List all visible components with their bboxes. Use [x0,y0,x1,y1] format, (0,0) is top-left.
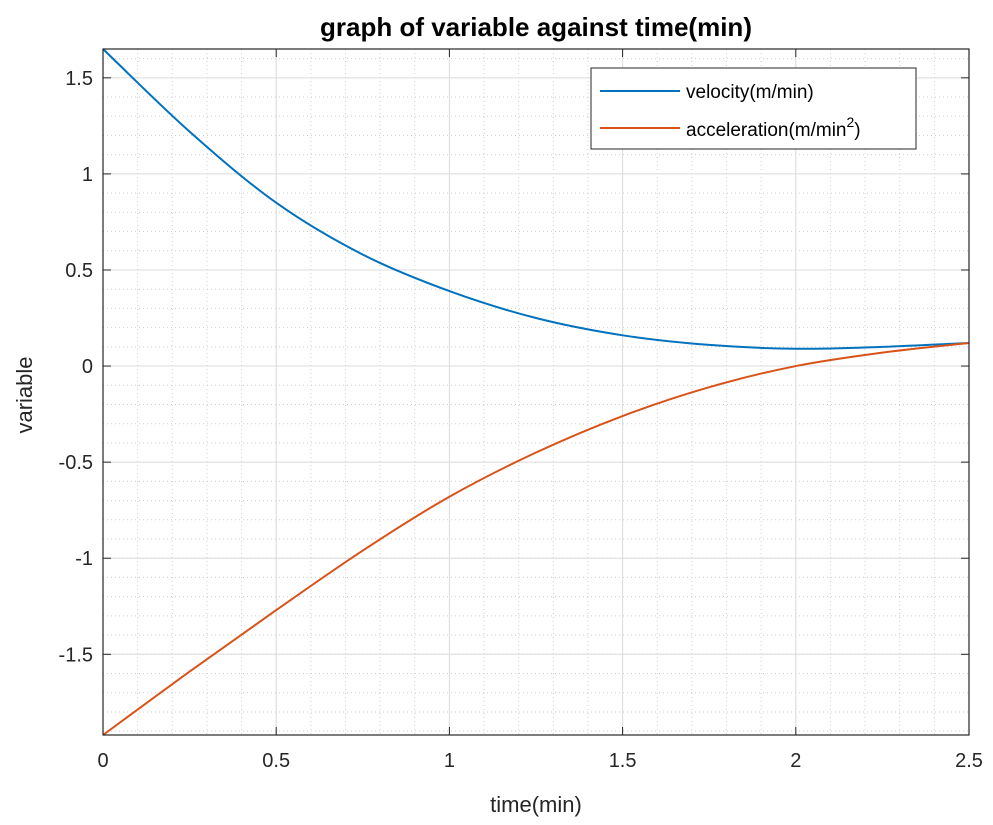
x-tick-labels: 0 0.5 1 1.5 2 2.5 [97,750,982,772]
legend: velocity(m/min) acceleration(m/min2) [590,67,917,150]
legend-label-acceleration-superscript: 2 [847,114,855,130]
y-tick-label: -1.5 [59,644,93,666]
series-line-velocity [102,48,970,350]
plot-frame [102,48,970,736]
legend-box [590,67,917,150]
series-line-acceleration [102,342,970,736]
y-axis-label: variable [12,356,37,433]
y-tick-label: 1 [82,164,93,186]
y-tick-label: 0.5 [65,260,93,282]
x-axis-label: time(min) [490,792,582,817]
x-tick-label: 0 [97,750,108,772]
major-grid [102,49,970,735]
series-layer [102,48,970,736]
x-tick-label: 2.5 [955,750,983,772]
x-tick-label: 2 [790,750,801,772]
x-tick-label: 1 [444,750,455,772]
y-tick-labels: -1.5 -1 -0.5 0 0.5 1 1.5 [59,68,93,666]
axis-ticks [102,49,970,735]
y-tick-label: -1 [75,548,93,570]
legend-label-acceleration-suffix: ) [854,120,860,141]
legend-label-acceleration: acceleration(m/min2) [686,114,861,141]
plot-area [103,49,969,735]
legend-label-velocity: velocity(m/min) [686,82,814,103]
chart-title: graph of variable against time(min) [320,12,752,42]
y-tick-label: 0 [82,356,93,378]
x-tick-label: 1.5 [609,750,637,772]
y-tick-label: -0.5 [59,452,93,474]
legend-label-acceleration-base: acceleration(m/min [686,120,847,141]
y-tick-label: 1.5 [65,68,93,90]
x-tick-label: 0.5 [262,750,290,772]
